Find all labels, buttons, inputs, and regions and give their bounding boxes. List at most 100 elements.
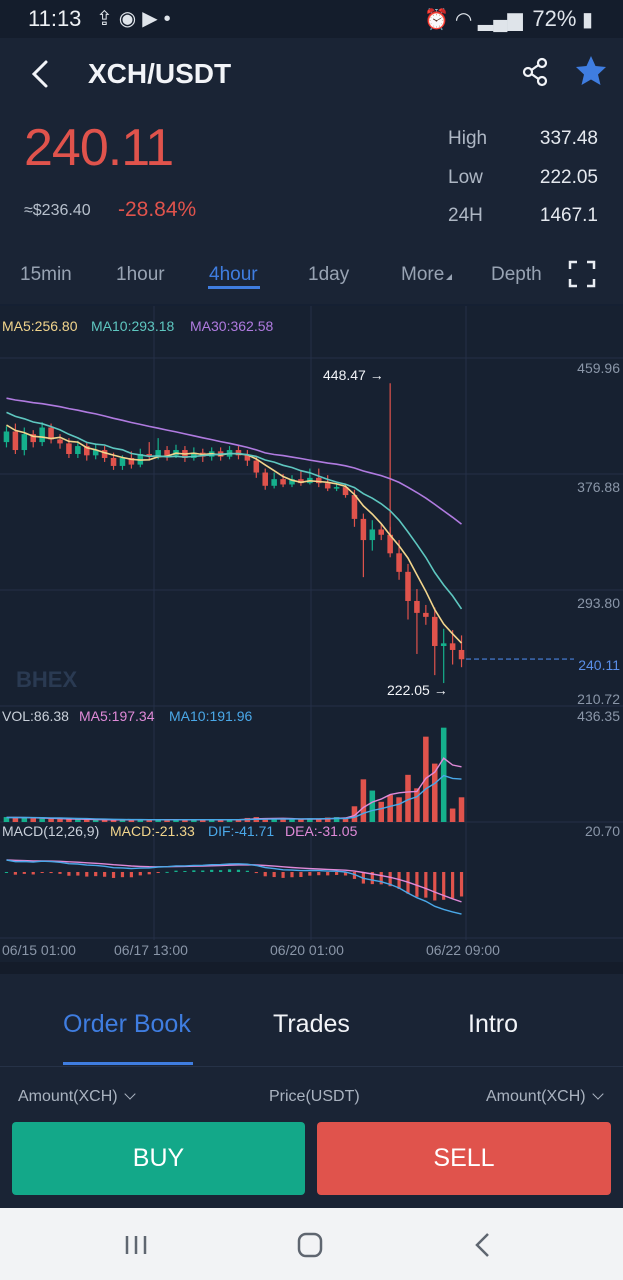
- back-button[interactable]: [26, 56, 56, 92]
- volume-bar: [57, 819, 63, 822]
- dot-icon: •: [163, 8, 177, 30]
- tab-intro[interactable]: Intro: [468, 1010, 519, 1038]
- active-tab-indicator: [63, 1062, 193, 1065]
- candle-body: [458, 649, 465, 660]
- buy-button[interactable]: BUY: [12, 1122, 305, 1195]
- tab-divider: [0, 1066, 623, 1067]
- tab-trades[interactable]: Trades: [273, 1010, 350, 1038]
- col-amount-right[interactable]: Amount(XCH): [486, 1088, 604, 1106]
- candle-body: [405, 571, 411, 601]
- volume-legend: VOL:86.38: [2, 708, 69, 724]
- volume-bar: [387, 795, 393, 822]
- volume-bar: [289, 819, 295, 822]
- volume-bar: [324, 817, 331, 822]
- battery-icon: ▮: [581, 9, 593, 31]
- volume-bar: [271, 818, 277, 822]
- volume-bar: [39, 818, 45, 822]
- vol-ma5-legend: MA5:197.34: [79, 708, 155, 724]
- status-time: 11:13: [28, 6, 82, 31]
- volume-bar: [217, 819, 224, 822]
- volume-bar: [333, 817, 340, 822]
- macd-bar: [49, 872, 53, 874]
- macd-bar: [58, 872, 62, 874]
- candle-body: [432, 616, 438, 646]
- candle-body: [253, 460, 260, 473]
- macd-bar: [299, 872, 303, 877]
- recents-icon[interactable]: [119, 1228, 153, 1262]
- macd-bar: [254, 872, 258, 874]
- candle-body: [235, 450, 242, 456]
- col-amount-left-label: Amount(XCH): [18, 1088, 118, 1105]
- back-icon[interactable]: [466, 1228, 500, 1262]
- volume-bar: [101, 819, 108, 822]
- col-amount-left[interactable]: Amount(XCH): [18, 1088, 136, 1106]
- current-price-tag: 240.11: [578, 657, 620, 673]
- candle-body: [3, 431, 10, 443]
- ma10-line: [6, 411, 463, 610]
- volume-bar: [208, 819, 215, 822]
- candle-body: [333, 487, 340, 489]
- candle-body: [84, 446, 90, 456]
- tab-4hour[interactable]: 4hour: [209, 264, 258, 285]
- ma10-legend: MA10:293.18: [91, 318, 174, 334]
- stat-high-label: High: [448, 128, 488, 149]
- volume-bar: [262, 818, 268, 822]
- candle-body: [101, 450, 108, 458]
- volume-bar: [369, 790, 376, 822]
- volume-bar: [30, 818, 36, 822]
- sell-button[interactable]: SELL: [317, 1122, 611, 1195]
- max-price-marker: 448.47 →: [323, 367, 384, 383]
- macd-bar: [40, 872, 44, 873]
- volume-bar: [316, 819, 322, 822]
- chart-labels: MA5:256.80 MA10:293.18 MA30:362.58 459.9…: [2, 318, 620, 958]
- watermark-text: BHEX: [16, 667, 77, 692]
- favorite-star-icon[interactable]: [574, 54, 608, 88]
- interval-tabs: 15min 1hour 4hour 1day More Depth: [0, 244, 623, 304]
- candle-body: [128, 457, 135, 465]
- macd-bar: [147, 872, 151, 875]
- macd-bar: [397, 872, 401, 890]
- chart-grid: [0, 306, 623, 940]
- candle-body: [12, 431, 19, 451]
- volume-bar: [137, 819, 144, 822]
- volume-bar: [48, 818, 54, 822]
- tab-more[interactable]: More: [401, 264, 453, 286]
- tab-1hour[interactable]: 1hour: [116, 264, 165, 285]
- kline-chart[interactable]: BHEX MA5:256.80 MA10:293.18 MA30:362.58 …: [0, 306, 623, 962]
- candle-body: [146, 454, 152, 457]
- alarm-icon: ⏰: [424, 9, 450, 31]
- ma30-line: [6, 397, 462, 525]
- tab-order-book[interactable]: Order Book: [63, 1010, 191, 1038]
- candle-body: [30, 434, 36, 443]
- share-icon[interactable]: [520, 56, 550, 88]
- volume-bar: [396, 797, 402, 822]
- volume-bar: [128, 819, 135, 822]
- pair-title: XCH/USDT: [88, 58, 232, 89]
- tab-depth[interactable]: Depth: [491, 264, 542, 285]
- volume-bar: [432, 763, 438, 822]
- macd-bar: [263, 872, 267, 877]
- macd-bar: [31, 872, 35, 875]
- stat-24h-value: 1467.1: [539, 205, 598, 226]
- candle-body: [110, 457, 117, 466]
- fullscreen-icon[interactable]: [568, 260, 596, 288]
- time-axis-label: 06/20 01:00: [270, 942, 344, 958]
- volume-bar: [298, 819, 304, 822]
- volume-bar: [182, 819, 188, 822]
- col-amount-right-label: Amount(XCH): [486, 1088, 586, 1105]
- candle-body: [92, 450, 99, 456]
- volume-bar: [92, 819, 99, 822]
- tab-1day[interactable]: 1day: [308, 264, 350, 285]
- vol-ma10-line: [6, 774, 462, 821]
- tab-15min[interactable]: 15min: [20, 264, 72, 285]
- candle-body: [378, 529, 384, 535]
- caret-down-icon: [446, 274, 453, 280]
- home-icon[interactable]: [293, 1228, 327, 1262]
- macd-bar: [290, 872, 294, 878]
- status-right: ⏰ ◠ ▂▄▆ 72% ▮: [424, 6, 593, 32]
- chart-canvas[interactable]: BHEX MA5:256.80 MA10:293.18 MA30:362.58 …: [0, 306, 623, 962]
- macd-bar: [370, 872, 374, 885]
- volume-bar: [351, 806, 358, 822]
- macd-bar: [210, 869, 214, 872]
- macd-bar: [174, 870, 178, 872]
